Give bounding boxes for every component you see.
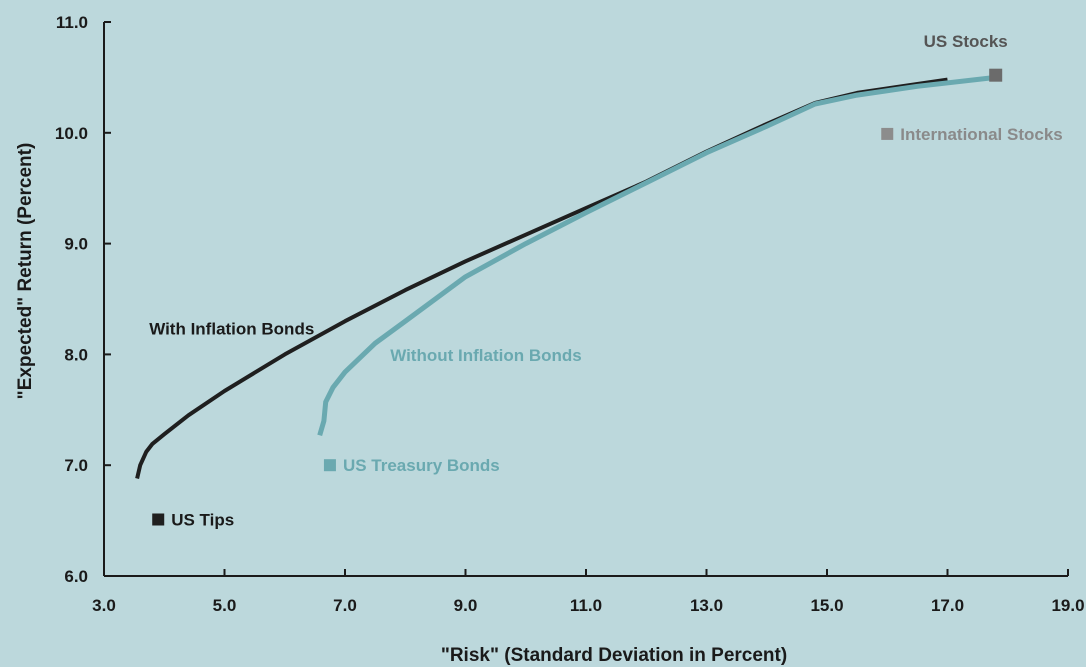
asset-marker-international-stocks xyxy=(881,127,894,140)
y-tick-label: 6.0 xyxy=(64,567,88,586)
x-tick-label: 11.0 xyxy=(570,596,602,615)
asset-label-us-stocks: US Stocks xyxy=(924,32,1008,51)
series-lines xyxy=(135,74,996,479)
x-tick-label: 9.0 xyxy=(454,596,478,615)
x-tick-label: 3.0 xyxy=(92,596,116,615)
asset-markers xyxy=(152,68,1003,526)
asset-label-us-treasury-bonds: US Treasury Bonds xyxy=(343,456,500,475)
series-annotation-with-inflation-bonds: With Inflation Bonds xyxy=(149,319,314,338)
asset-label-international-stocks: International Stocks xyxy=(900,125,1062,144)
series-line-with-inflation-bonds xyxy=(135,77,948,479)
x-tick-label: 13.0 xyxy=(690,596,723,615)
asset-marker-us-tips xyxy=(152,513,165,526)
y-tick-label: 8.0 xyxy=(64,345,88,364)
series-annotation-without-inflation-bonds: Without Inflation Bonds xyxy=(390,346,582,365)
x-tick-label: 17.0 xyxy=(931,596,964,615)
x-tick-label: 15.0 xyxy=(810,596,843,615)
x-tick-label: 7.0 xyxy=(333,596,357,615)
asset-marker-us-treasury-bonds xyxy=(323,459,336,472)
x-tick-label: 5.0 xyxy=(213,596,237,615)
series-line-without-inflation-bonds xyxy=(317,74,996,436)
asset-marker-us-stocks xyxy=(989,68,1003,82)
annotations: US Stocks International Stocks US Treasury… xyxy=(149,32,1063,529)
axes: 3.0 5.0 7.0 9.0 11.0 13.0 15.0 17.0 19.0 6.0 7.0 8.… xyxy=(55,13,1085,615)
asset-label-us-tips: US Tips xyxy=(171,510,234,529)
x-axis-title: "Risk" (Standard Deviation in Percent) xyxy=(441,645,787,666)
y-tick-label: 7.0 xyxy=(64,456,88,475)
y-tick-label: 9.0 xyxy=(64,235,88,254)
y-tick-label: 10.0 xyxy=(55,124,88,143)
x-tick-label: 19.0 xyxy=(1051,596,1084,615)
y-axis-title: "Expected" Return (Percent) xyxy=(15,143,36,400)
y-tick-label: 11.0 xyxy=(56,13,88,32)
